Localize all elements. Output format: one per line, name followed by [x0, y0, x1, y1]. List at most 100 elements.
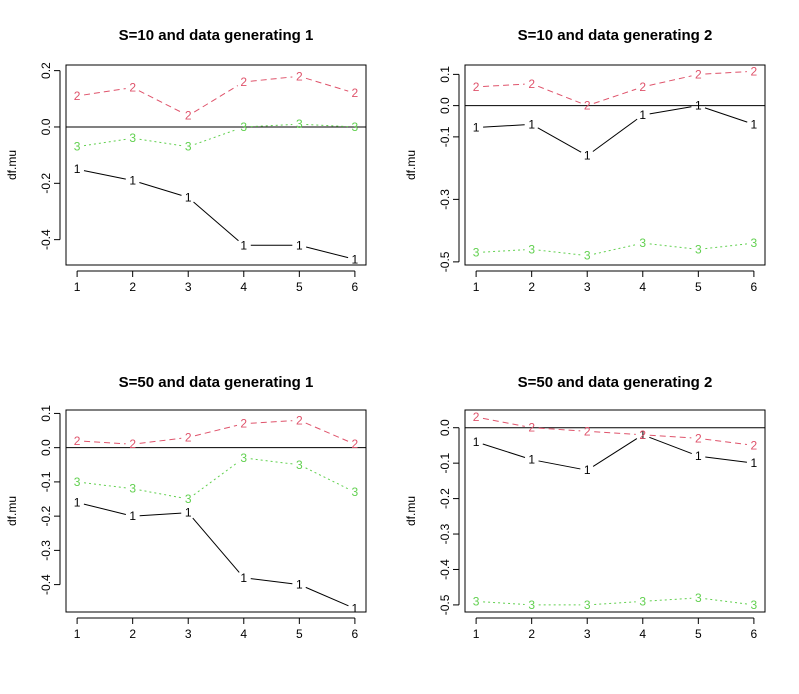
- data-point-marker: 1: [473, 121, 480, 135]
- data-point-marker: 2: [584, 424, 591, 438]
- series-segment: [83, 88, 126, 96]
- series-segment: [305, 422, 349, 442]
- series-segment: [305, 77, 349, 92]
- data-point-marker: 3: [473, 246, 480, 260]
- series-segment: [482, 443, 526, 458]
- y-tick-label: -0.1: [438, 452, 452, 473]
- x-tick-label: 2: [129, 627, 136, 641]
- data-point-marker: 3: [695, 242, 702, 256]
- data-point-marker: 2: [528, 421, 535, 435]
- y-tick-label: -0.2: [438, 488, 452, 509]
- y-tick-label: -0.3: [39, 540, 53, 561]
- data-point-marker: 3: [185, 492, 192, 506]
- panel-s50-dg2: S=50 and data generating 21 2 3 4 5 6-0.5-0.4…: [404, 374, 766, 641]
- x-tick-label: 3: [185, 280, 192, 294]
- data-point-marker: 3: [352, 485, 359, 499]
- data-point-marker: 1: [185, 190, 192, 204]
- data-point-marker: 3: [352, 120, 359, 134]
- data-point-marker: 3: [584, 249, 591, 263]
- data-point-marker: 2: [751, 438, 758, 452]
- series-1: 1 1 1 1 1 1: [74, 162, 359, 266]
- series-1: 1 1 1 1 1 1: [473, 428, 758, 477]
- y-tick-label: 0.1: [39, 405, 53, 422]
- series-segment: [705, 456, 748, 463]
- series-segment: [83, 503, 126, 515]
- data-point-marker: 2: [74, 89, 81, 103]
- data-point-marker: 3: [129, 131, 136, 145]
- y-tick-label: 0.1: [438, 66, 452, 83]
- data-point-marker: 1: [695, 449, 702, 463]
- series-3: 3 3 3 3 3 3: [473, 591, 758, 612]
- data-point-marker: 1: [751, 117, 758, 131]
- series-segment: [250, 420, 293, 424]
- data-point-marker: 3: [528, 598, 535, 612]
- series-segment: [193, 85, 239, 113]
- data-point-marker: 2: [473, 410, 480, 424]
- data-point-marker: 1: [352, 602, 359, 616]
- x-tick-label: 1: [74, 280, 81, 294]
- data-point-marker: 3: [74, 475, 81, 489]
- x-tick-label: 4: [639, 627, 646, 641]
- data-point-marker: 2: [352, 86, 359, 100]
- series-segment: [649, 75, 692, 86]
- x-tick-label: 5: [296, 280, 303, 294]
- series-segment: [649, 106, 692, 115]
- data-point-marker: 2: [129, 81, 136, 95]
- series-segment: [593, 88, 637, 104]
- data-point-marker: 2: [584, 99, 591, 113]
- y-tick-label: 0.0: [39, 439, 53, 456]
- data-point-marker: 2: [240, 417, 247, 431]
- chart-title: S=50 and data generating 1: [119, 374, 314, 391]
- series-segment: [594, 601, 636, 605]
- series-segment: [705, 438, 748, 446]
- y-tick-label: -0.4: [438, 559, 452, 580]
- y-tick-label: -0.3: [438, 523, 452, 544]
- series-segment: [193, 201, 239, 242]
- data-point-marker: 1: [584, 463, 591, 477]
- data-point-marker: 1: [639, 428, 646, 442]
- data-point-marker: 2: [240, 75, 247, 89]
- series-segment: [592, 438, 638, 467]
- series-segment: [538, 427, 581, 432]
- panel-s10-dg2: S=10 and data generating 2 1 2 3 4 5 6 -0.5 -0.3…: [404, 27, 766, 294]
- data-point-marker: 2: [185, 109, 192, 123]
- series-segment: [194, 128, 238, 145]
- series-2: 2 2 2 2 2 2: [473, 410, 758, 452]
- y-axis-label: df.mu: [5, 496, 19, 526]
- series-2: 2 2 2 2 2 2: [74, 413, 359, 451]
- x-tick-label: 5: [695, 627, 702, 641]
- y-tick-label: -0.2: [39, 505, 53, 526]
- x-tick-label: 3: [185, 627, 192, 641]
- data-point-marker: 2: [74, 434, 81, 448]
- plot-frame: [464, 409, 766, 613]
- y-tick-label: -0.2: [39, 173, 53, 194]
- x-tick-label: 3: [584, 280, 591, 294]
- data-point-marker: 2: [473, 80, 480, 94]
- y-tick-label: -0.5: [438, 594, 452, 615]
- data-point-marker: 1: [695, 99, 702, 113]
- data-point-marker: 2: [639, 80, 646, 94]
- x-tick-label: 6: [751, 627, 758, 641]
- x-tick-label: 4: [639, 280, 646, 294]
- x-tick-label: 4: [240, 280, 247, 294]
- plot-frame: [65, 409, 367, 613]
- data-point-marker: 1: [240, 238, 247, 252]
- y-tick-label: -0.4: [39, 574, 53, 595]
- series-segment: [483, 124, 525, 128]
- y-tick-label: -0.1: [438, 126, 452, 147]
- series-segment: [139, 489, 182, 499]
- series-segment: [139, 182, 182, 196]
- data-point-marker: 3: [129, 482, 136, 496]
- series-segment: [649, 436, 692, 455]
- series-segment: [250, 76, 293, 82]
- x-tick-label: 4: [240, 627, 247, 641]
- panel-s50-dg1: S=50 and data generating 1 1 2 3 4 5 6 -0.4 -0.3…: [5, 374, 367, 641]
- plot-frame: [464, 64, 766, 266]
- data-point-marker: 2: [639, 428, 646, 442]
- series-segment: [250, 458, 293, 465]
- series-segment: [139, 512, 182, 517]
- series-segment: [538, 249, 581, 256]
- data-point-marker: 3: [751, 598, 758, 612]
- x-tick-label: 5: [296, 627, 303, 641]
- x-tick-label: 1: [473, 627, 480, 641]
